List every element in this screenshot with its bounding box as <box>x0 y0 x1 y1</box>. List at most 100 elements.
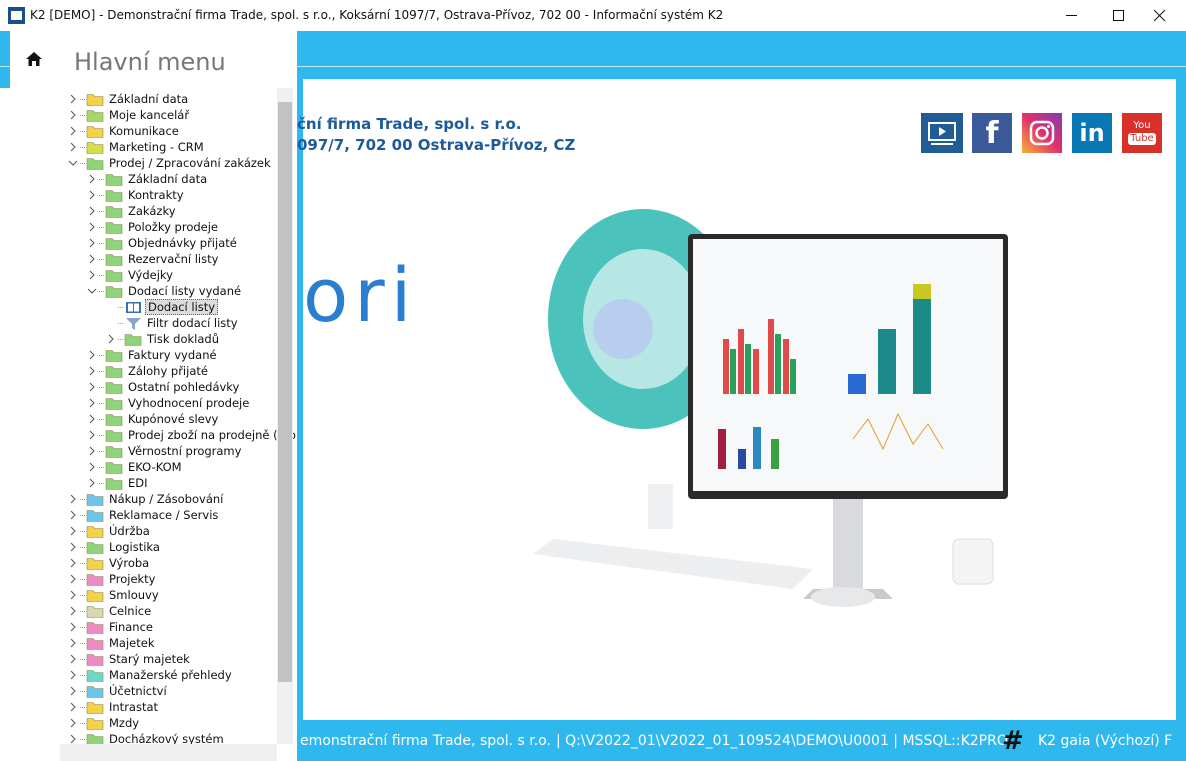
tree-label: EDI <box>128 476 148 490</box>
tree-item[interactable]: Výdejky <box>60 267 277 283</box>
tree-item[interactable]: Celnice <box>60 603 277 619</box>
tree-item[interactable]: Vyhodnocení prodeje <box>60 395 277 411</box>
tree-item[interactable]: Dodací listy <box>60 299 277 315</box>
status-profile: K2 gaia (Výchozí) F <box>1038 733 1173 749</box>
tree-item[interactable]: Starý majetek <box>60 651 277 667</box>
tree-icons <box>89 462 123 474</box>
tree-icons <box>89 206 123 218</box>
youtube-top: You <box>1133 120 1151 131</box>
status-hash[interactable]: # <box>1002 726 1024 756</box>
youtube-icon[interactable]: You Tube <box>1122 113 1162 153</box>
tree-label: Manažerské přehledy <box>109 668 232 682</box>
tree-item[interactable]: Smlouvy <box>60 587 277 603</box>
facebook-icon[interactable]: f <box>972 113 1012 153</box>
tree-icons <box>89 414 123 426</box>
tree-icons <box>68 158 104 170</box>
tree-icons <box>89 350 123 362</box>
tree-icons <box>70 734 104 746</box>
tree-label: Účetnictví <box>109 684 167 698</box>
video-icon[interactable] <box>921 113 963 153</box>
tree-item[interactable]: Mzdy <box>60 715 277 731</box>
menu-tree: Základní data Moje kancelář Komunikace Mark… <box>0 88 297 761</box>
window-controls[interactable] <box>1050 0 1186 31</box>
tree-icons <box>70 574 104 586</box>
tree-item[interactable]: Základní data <box>60 171 277 187</box>
tree-label: Intrastat <box>109 700 159 714</box>
tree-item[interactable]: Majetek <box>60 635 277 651</box>
tree-item[interactable]: Intrastat <box>60 699 277 715</box>
tree-icons <box>89 238 123 250</box>
tree-label: Zakázky <box>128 204 176 218</box>
tree-item[interactable]: Dodací listy vydané <box>60 283 277 299</box>
instagram-icon[interactable] <box>1022 113 1062 153</box>
tree-item[interactable]: Reklamace / Servis <box>60 507 277 523</box>
tree-label: Údržba <box>109 524 150 538</box>
tree-item[interactable]: Účetnictví <box>60 683 277 699</box>
tree-label: Prodej / Zpracování zakázek <box>109 156 271 170</box>
tree-item[interactable]: Výroba <box>60 555 277 571</box>
home-button[interactable] <box>10 31 60 88</box>
tree-label: Moje kancelář <box>109 108 190 122</box>
tree-item[interactable]: Prodej / Zpracování zakázek <box>60 155 277 171</box>
tree-item[interactable]: Logistika <box>60 539 277 555</box>
tree-item[interactable]: Údržba <box>60 523 277 539</box>
tree-item[interactable]: Kontrakty <box>60 187 277 203</box>
tree-label: Dodací listy <box>145 299 219 315</box>
linkedin-icon[interactable]: in <box>1072 113 1112 153</box>
tree-icons <box>70 670 104 682</box>
tree-label: Logistika <box>109 540 160 554</box>
tree-item[interactable]: Ostatní pohledávky <box>60 379 277 395</box>
tree-icons <box>70 606 104 618</box>
tree-item[interactable]: Faktury vydané <box>60 347 277 363</box>
tree-label: Kupónové slevy <box>128 412 219 426</box>
tree-label: Filtr dodací listy <box>147 316 238 330</box>
tree-item[interactable]: EKO-KOM <box>60 459 277 475</box>
tree-label: Majetek <box>109 636 155 650</box>
tree-icons <box>108 334 142 346</box>
vertical-scrollbar[interactable] <box>277 88 293 744</box>
app-icon <box>8 7 25 24</box>
tree-icons <box>89 254 123 266</box>
tree-label: Tisk dokladů <box>147 332 219 346</box>
tree-label: Celnice <box>109 604 152 618</box>
tree-item[interactable]: Moje kancelář <box>60 107 277 123</box>
tree-label: Ostatní pohledávky <box>128 380 240 394</box>
tree-label: Starý majetek <box>109 652 190 666</box>
tree-item[interactable]: Projekty <box>60 571 277 587</box>
tree-item[interactable]: Komunikace <box>60 123 277 139</box>
tree-icons <box>118 302 141 313</box>
tree-item[interactable]: Nákup / Zásobování <box>60 491 277 507</box>
tree-item[interactable]: Finance <box>60 619 277 635</box>
content-panel: ční firma Trade, spol. s r.o. 097/7, 702… <box>297 79 1176 720</box>
tree-item[interactable]: Filtr dodací listy <box>60 315 277 331</box>
status-path: | Q:\V2022_01\V2022_01_109524\DEMO\U0001… <box>556 733 1021 749</box>
tree-icons <box>70 510 104 522</box>
tree-item[interactable]: Tisk dokladů <box>60 331 277 347</box>
tree-item[interactable]: Zálohy přijaté <box>60 363 277 379</box>
tree-icons <box>89 478 123 490</box>
tree-item[interactable]: Marketing - CRM <box>60 139 277 155</box>
tree-item[interactable]: Zakázky <box>60 203 277 219</box>
tree-icons <box>70 686 104 698</box>
tree-icons <box>70 526 104 538</box>
tree-item[interactable]: Docházkový systém <box>60 731 277 747</box>
header-line <box>0 66 1186 67</box>
tree-item[interactable]: Věrnostní programy <box>60 443 277 459</box>
tree-item[interactable]: Prodej zboží na prodejně (Pro <box>60 427 296 443</box>
tree-icons <box>70 126 104 138</box>
tree-item[interactable]: Základní data <box>60 91 277 107</box>
tree-label: Mzdy <box>109 716 140 730</box>
horizontal-scrollbar[interactable] <box>60 744 277 761</box>
tree-item[interactable]: Objednávky přijaté <box>60 235 277 251</box>
company-name: ční firma Trade, spol. s r.o. <box>297 115 522 133</box>
tree-icons <box>70 494 104 506</box>
tree-label: Prodej zboží na prodejně (Pro <box>128 428 296 442</box>
tree-label: Základní data <box>109 92 189 106</box>
tree-icons <box>70 558 104 570</box>
tree-item[interactable]: Kupónové slevy <box>60 411 277 427</box>
tree-label: Nákup / Zásobování <box>109 492 224 506</box>
tree-item[interactable]: EDI <box>60 475 277 491</box>
tree-item[interactable]: Manažerské přehledy <box>60 667 277 683</box>
tree-item[interactable]: Položky prodeje <box>60 219 277 235</box>
tree-item[interactable]: Rezervační listy <box>60 251 277 267</box>
